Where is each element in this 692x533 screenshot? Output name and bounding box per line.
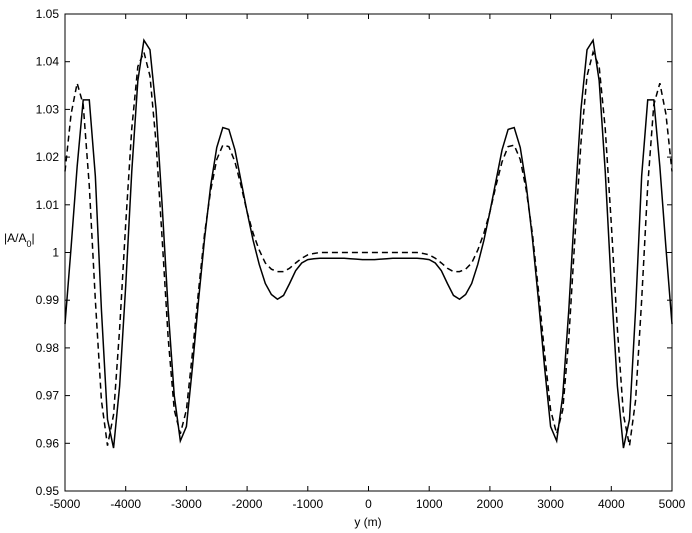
y-label-main: |A/A (4, 231, 26, 245)
x-tick-label: -5000 (50, 497, 81, 511)
x-tick-label: -2000 (232, 497, 263, 511)
data-line (64, 38, 673, 449)
x-tick-label: -4000 (110, 497, 141, 511)
x-tick-label: 3000 (537, 497, 564, 511)
y-tick-label: 1.01 (36, 198, 60, 212)
y-tick-label: 0.97 (36, 389, 60, 403)
x-tick-label: 0 (365, 497, 372, 511)
data-line (64, 49, 673, 446)
x-tick-label: -3000 (171, 497, 202, 511)
y-axis-label: |A/A0| (4, 231, 35, 249)
y-tick-label: 1.05 (36, 7, 60, 21)
y-label-sub: 0 (26, 239, 31, 249)
x-tick-label: 5000 (659, 497, 686, 511)
y-label-end: | (31, 231, 34, 245)
y-tick-label: 1 (52, 246, 59, 260)
x-tick-label: 4000 (598, 497, 625, 511)
y-tick-label: 1.03 (36, 102, 60, 116)
y-tick-label: 0.99 (36, 293, 60, 307)
y-tick-label: 0.98 (36, 341, 60, 355)
y-tick-label: 0.96 (36, 436, 60, 450)
y-tick-label: 1.04 (36, 55, 60, 69)
plot-frame (64, 13, 673, 492)
x-tick-label: 1000 (416, 497, 443, 511)
y-tick-label: 0.95 (36, 484, 60, 498)
x-axis-label: y (m) (354, 515, 381, 529)
x-tick-label: 2000 (477, 497, 504, 511)
x-tick-label: -1000 (292, 497, 323, 511)
y-tick-label: 1.02 (36, 150, 60, 164)
